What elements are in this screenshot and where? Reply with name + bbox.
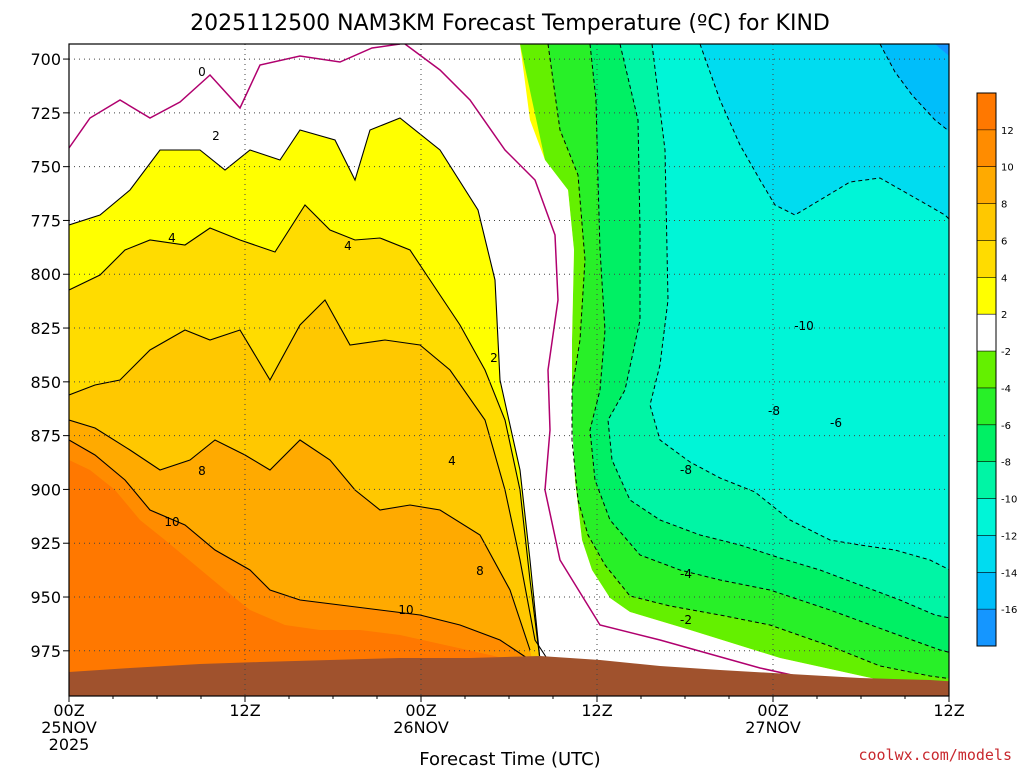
x-tick-label: 25NOV (41, 718, 97, 737)
colorbar-label: -8 (1001, 458, 1011, 469)
x-tick-label: 00Z (405, 701, 436, 720)
contour-label: 8 (476, 564, 484, 578)
colorbar: 12 10 8 6 4 2 -2 -4 -6 -8 -10 -12 -14 -16 (976, 92, 1017, 647)
chart-title: 2025112500 NAM3KM Forecast Temperature (… (190, 11, 830, 36)
y-axis: 700 725 750 775 800 825 850 875 900 925 950 975 (30, 50, 69, 661)
x-tick-label: 00Z (757, 701, 788, 720)
contour-label: 2 (212, 129, 220, 143)
contour-label: 4 (168, 231, 176, 245)
colorbar-label: 8 (1001, 200, 1007, 211)
contour-label: 4 (344, 239, 352, 253)
y-tick-label: 700 (30, 50, 61, 69)
contour-label: 10 (164, 515, 179, 529)
contour-label: -10 (794, 319, 814, 333)
colorbar-swatch (977, 240, 996, 278)
contour-label: -2 (680, 613, 692, 627)
x-tick-label: 12Z (229, 701, 260, 720)
colorbar-swatch (977, 498, 996, 536)
contour-label: -8 (680, 463, 692, 477)
colorbar-label: -4 (1001, 384, 1011, 395)
colorbar-swatch (977, 129, 996, 168)
x-tick-label: 27NOV (745, 718, 801, 737)
x-tick-label: 26NOV (393, 718, 449, 737)
colorbar-swatch (977, 314, 996, 352)
fill-neg16 (935, 44, 949, 56)
colorbar-label: -12 (1001, 531, 1017, 542)
colorbar-label: -10 (1001, 495, 1017, 506)
colorbar-swatch (977, 609, 996, 647)
contour-label: -8 (768, 404, 780, 418)
positive-contours (69, 117, 549, 661)
contour-label: 8 (198, 464, 206, 478)
x-tick-label: 12Z (581, 701, 612, 720)
watermark: coolwx.com/models (858, 746, 1012, 764)
contour-label: 0 (198, 65, 206, 79)
fill-neg14 (880, 44, 949, 132)
y-tick-label: 750 (30, 158, 61, 177)
colorbar-label: -14 (1001, 568, 1017, 579)
contour-label: 10 (398, 603, 413, 617)
y-tick-label: 775 (30, 211, 61, 230)
colorbar-swatch (977, 277, 996, 315)
x-tick-label: 2025 (49, 735, 90, 754)
y-tick-label: 950 (30, 588, 61, 607)
y-tick-label: 975 (30, 642, 61, 661)
fill-pos12 (69, 460, 530, 696)
plot-area (69, 44, 949, 696)
colorbar-swatch (977, 166, 996, 205)
colorbar-swatch (977, 572, 996, 610)
y-tick-label: 875 (30, 427, 61, 446)
y-tick-label: 925 (30, 534, 61, 553)
colorbar-swatch (977, 461, 996, 500)
zero-contour (69, 44, 861, 691)
colorbar-label: 12 (1001, 126, 1014, 137)
colorbar-label: 6 (1001, 236, 1007, 247)
colorbar-label: 4 (1001, 273, 1007, 284)
y-tick-label: 825 (30, 319, 61, 338)
colorbar-swatch (977, 93, 996, 131)
negative-contours (547, 44, 949, 680)
x-axis-label: Forecast Time (UTC) (419, 749, 600, 768)
colorbar-label: 10 (1001, 163, 1014, 174)
y-tick-label: 800 (30, 265, 61, 284)
contour-label: -6 (830, 416, 842, 430)
colorbar-frame (976, 92, 997, 647)
colorbar-swatch (977, 387, 996, 426)
contour-labels: 0 2 4 4 8 10 4 2 8 10 -2 -4 -8 -10 -8 -6 (164, 65, 842, 627)
colorbar-label: -16 (1001, 605, 1017, 616)
colorbar-label: -6 (1001, 421, 1011, 432)
fill-neg12 (700, 44, 949, 219)
colorbar-swatch (977, 351, 996, 389)
contour-label: 4 (448, 454, 456, 468)
y-tick-label: 850 (30, 373, 61, 392)
terrain-fill (69, 656, 949, 696)
colorbar-swatch (977, 535, 996, 573)
x-tick-label: 00Z (53, 701, 84, 720)
colorbar-swatch (977, 203, 996, 241)
colorbar-swatch (977, 424, 996, 463)
contour-label: 2 (490, 351, 498, 365)
contour-label: -4 (680, 567, 692, 581)
y-tick-label: 725 (30, 104, 61, 123)
fill-white-zero (69, 44, 949, 696)
x-tick-label: 12Z (933, 701, 964, 720)
colorbar-label: -2 (1001, 347, 1011, 358)
grid-lines (69, 44, 949, 696)
colorbar-label: 2 (1001, 310, 1007, 321)
y-tick-label: 900 (30, 480, 61, 499)
